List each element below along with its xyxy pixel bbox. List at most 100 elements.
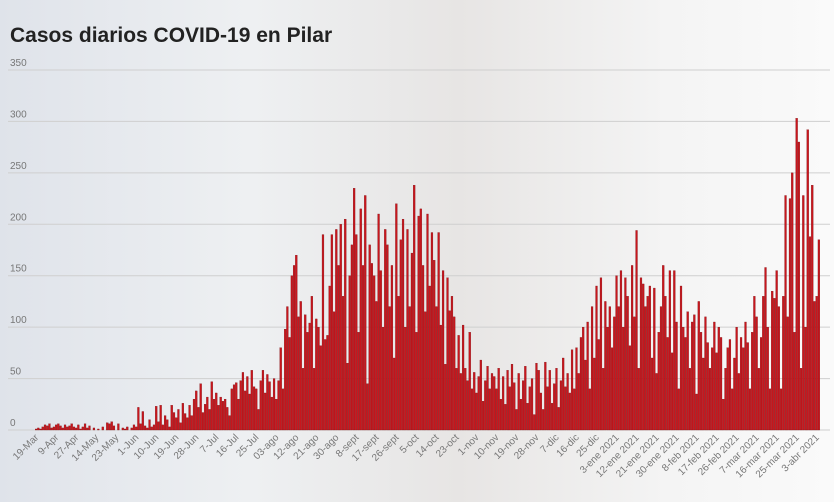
bar — [172, 412, 176, 431]
bar — [259, 380, 262, 431]
bar — [455, 368, 458, 431]
bar — [602, 368, 605, 431]
bar — [368, 244, 371, 431]
bar — [284, 329, 287, 431]
bar — [121, 427, 124, 431]
bar — [366, 383, 369, 431]
bar — [177, 409, 180, 431]
bar — [217, 405, 220, 431]
bar — [782, 296, 785, 431]
bar — [510, 364, 514, 431]
bar — [52, 426, 55, 431]
bar — [326, 335, 329, 431]
bar — [364, 195, 367, 431]
bar — [75, 427, 78, 431]
bar — [664, 296, 667, 431]
bar — [226, 407, 229, 431]
bar — [693, 314, 696, 431]
bar — [446, 277, 449, 431]
bar — [593, 357, 596, 431]
bar — [744, 321, 747, 431]
bar — [470, 388, 474, 431]
bar — [524, 366, 527, 431]
bar — [706, 342, 709, 431]
bar — [393, 357, 396, 431]
bar — [777, 306, 780, 431]
bar — [317, 326, 320, 431]
bar — [361, 265, 365, 431]
bar — [804, 326, 807, 431]
bar — [631, 265, 634, 431]
bar — [808, 236, 812, 431]
bar — [522, 380, 525, 431]
bar — [421, 265, 425, 431]
bar — [350, 244, 353, 431]
bar — [450, 296, 454, 431]
bar — [215, 392, 218, 431]
bar — [381, 326, 385, 431]
bar — [195, 390, 198, 431]
x-tick-label: 23-oct — [434, 432, 462, 460]
bar — [457, 335, 460, 431]
bar — [795, 118, 798, 431]
bar — [419, 208, 422, 431]
bar — [728, 339, 732, 431]
chart-title: Casos diarios COVID-19 en Pilar — [10, 24, 332, 47]
bar — [775, 270, 778, 431]
bar — [726, 347, 729, 431]
bar — [655, 373, 658, 431]
bar — [286, 306, 289, 431]
bar — [731, 388, 734, 431]
bar — [435, 306, 438, 431]
bar — [697, 301, 700, 431]
bar — [699, 332, 703, 431]
bar — [161, 424, 164, 431]
bar — [341, 296, 345, 431]
bar — [43, 424, 47, 431]
bar — [61, 427, 64, 431]
bar — [301, 368, 305, 431]
bar — [50, 427, 53, 431]
bar — [555, 368, 558, 431]
bar — [441, 270, 445, 431]
bar — [252, 386, 256, 431]
bar — [137, 407, 140, 431]
bar — [466, 380, 469, 431]
bar — [230, 388, 233, 431]
bar — [624, 277, 627, 431]
bar — [395, 203, 398, 431]
bar — [384, 229, 387, 431]
bar — [708, 368, 712, 431]
bar — [590, 306, 594, 431]
bar — [715, 352, 718, 431]
bar — [737, 373, 740, 431]
bar — [733, 357, 736, 431]
bar — [324, 339, 327, 431]
bar — [537, 370, 540, 431]
bar — [788, 198, 792, 431]
bar — [713, 321, 716, 431]
bar — [148, 419, 151, 431]
bar — [92, 427, 96, 431]
bar — [444, 364, 447, 431]
bar — [644, 306, 647, 431]
bar — [688, 368, 691, 431]
bar — [475, 392, 478, 431]
bar — [255, 388, 258, 431]
bar — [246, 376, 249, 431]
bar — [539, 392, 542, 431]
bar — [270, 396, 273, 431]
bar — [304, 314, 307, 431]
bar — [468, 332, 471, 431]
bar — [748, 388, 752, 431]
bar — [786, 316, 789, 431]
bar — [464, 368, 467, 431]
bar — [517, 373, 520, 431]
bar — [57, 423, 60, 431]
bar — [595, 285, 598, 431]
bar — [390, 265, 394, 431]
bar — [77, 424, 80, 431]
bar — [613, 316, 616, 431]
bar — [264, 392, 267, 431]
bar — [190, 415, 193, 431]
